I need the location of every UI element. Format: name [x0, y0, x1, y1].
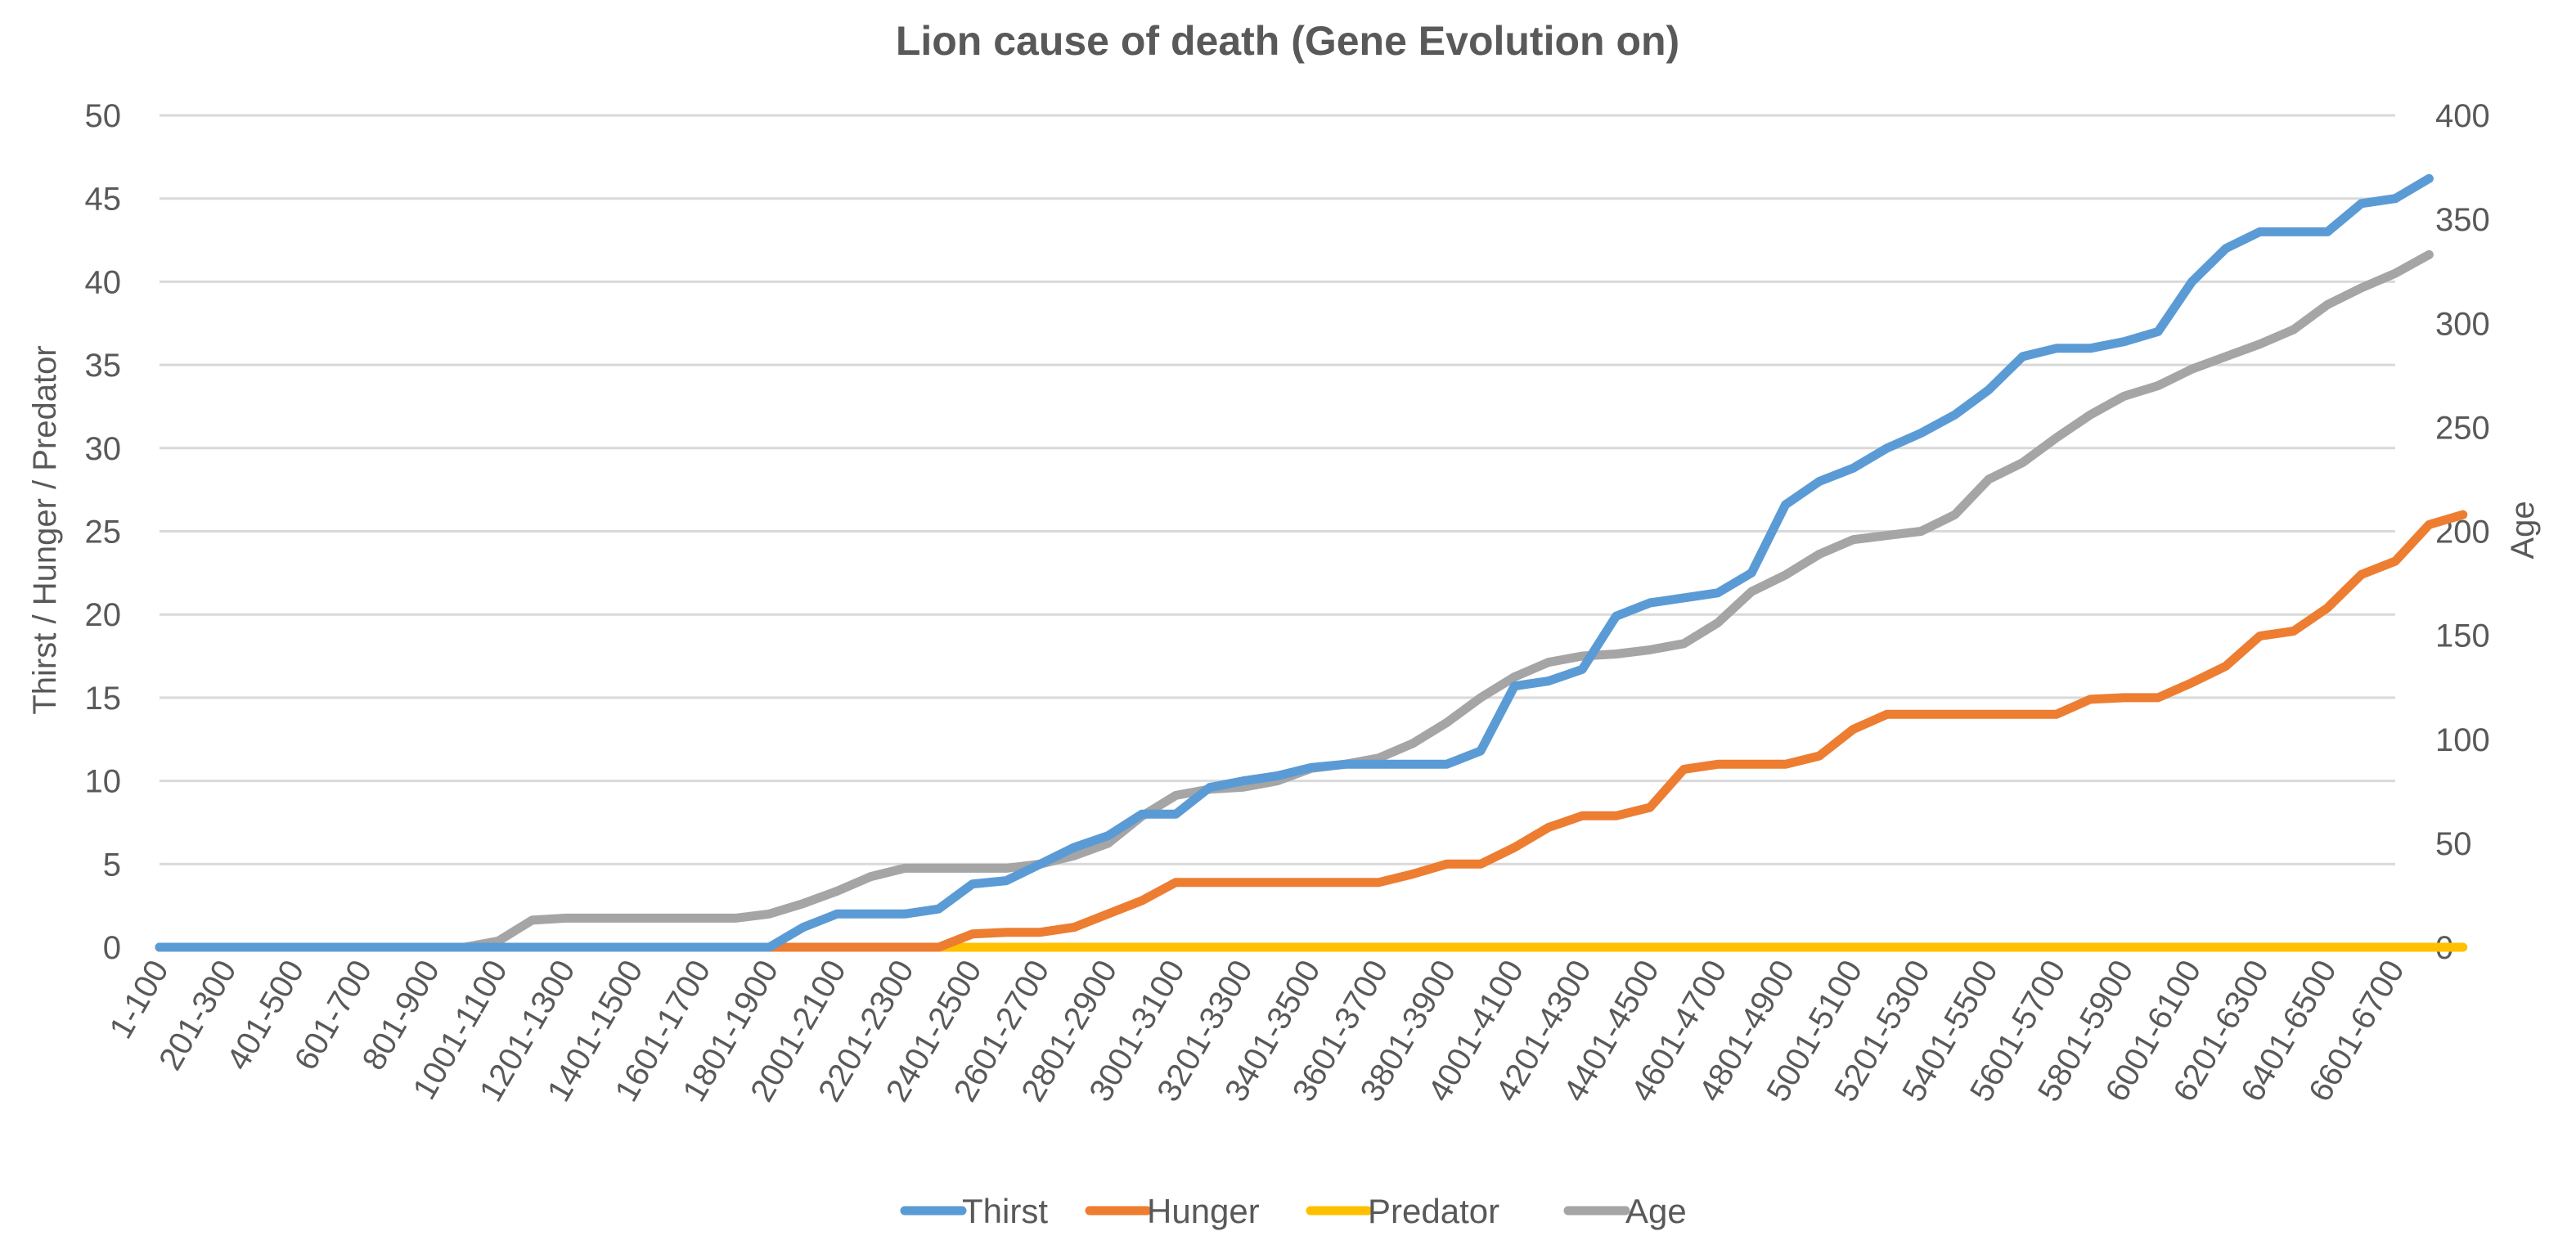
y-axis-title: Thirst / Hunger / Predator — [27, 345, 63, 714]
y2-axis-title: Age — [2505, 501, 2541, 559]
y2-tick-label: 250 — [2435, 410, 2490, 446]
y-tick-label: 30 — [85, 431, 122, 467]
y-tick-label: 50 — [85, 98, 122, 134]
y2-tick-label: 300 — [2435, 306, 2490, 342]
y-axis-ticks: 0 5 10 15 20 25 30 35 40 45 50 — [85, 98, 122, 966]
y2-tick-label: 100 — [2435, 722, 2490, 758]
y-tick-label: 10 — [85, 764, 122, 800]
legend-label-thirst: Thirst — [962, 1192, 1048, 1230]
series-line-age — [155, 249, 2434, 952]
x-axis-ticks: 1-100201-300401-500601-700801-9001001-11… — [103, 955, 2412, 1108]
y-tick-label: 40 — [85, 264, 122, 300]
y-tick-label: 5 — [103, 847, 121, 883]
y-tick-label: 0 — [103, 930, 121, 966]
series-line-hunger — [155, 510, 2468, 952]
y-tick-label: 45 — [85, 182, 122, 218]
y2-tick-label: 400 — [2435, 98, 2490, 134]
series-lines — [155, 173, 2468, 952]
y-tick-label: 15 — [85, 681, 122, 717]
x-tick-label: 1-100 — [103, 955, 176, 1045]
legend: Thirst Hunger Predator Age — [900, 1192, 1687, 1230]
gridlines — [160, 114, 2395, 949]
series-line-thirst — [155, 173, 2434, 952]
chart-title: Lion cause of death (Gene Evolution on) — [896, 18, 1679, 64]
y2-tick-label: 350 — [2435, 202, 2490, 238]
y-tick-label: 20 — [85, 597, 122, 633]
legend-label-hunger: Hunger — [1147, 1192, 1260, 1230]
y2-tick-label: 150 — [2435, 618, 2490, 654]
legend-label-predator: Predator — [1368, 1192, 1499, 1230]
y-tick-label: 25 — [85, 515, 122, 551]
y2-tick-label: 50 — [2435, 826, 2472, 862]
legend-label-age: Age — [1625, 1192, 1687, 1230]
y-tick-label: 35 — [85, 348, 122, 384]
